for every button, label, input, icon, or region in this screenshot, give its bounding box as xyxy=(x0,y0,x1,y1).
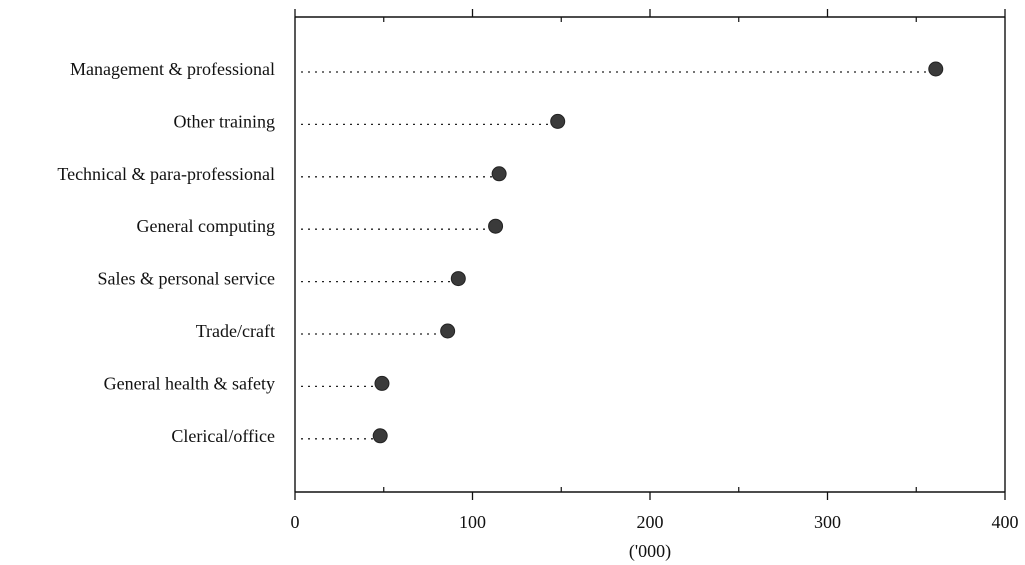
data-point xyxy=(488,218,504,234)
category-label: General health & safety xyxy=(104,373,275,393)
category-label: Clerical/office xyxy=(171,426,275,446)
data-point xyxy=(372,428,388,444)
x-axis-title: ('000) xyxy=(629,541,671,562)
x-tick-label: 400 xyxy=(992,512,1019,532)
data-point xyxy=(450,271,466,287)
axis-ticks xyxy=(294,9,1006,500)
category-label: Trade/craft xyxy=(196,321,275,341)
plot-frame xyxy=(294,16,1006,493)
category-label: Technical & para-professional xyxy=(57,164,275,184)
x-tick-label: 300 xyxy=(814,512,841,532)
x-tick-label: 0 xyxy=(291,512,300,532)
data-point xyxy=(491,166,507,182)
data-point xyxy=(440,323,456,339)
category-label: Management & professional xyxy=(70,59,275,79)
category-label: Other training xyxy=(174,111,275,131)
x-tick-labels: 0 100 200 300 400 xyxy=(291,512,1019,532)
data-points xyxy=(372,61,944,444)
data-point xyxy=(374,375,390,391)
category-label: General computing xyxy=(137,216,275,236)
x-tick-label: 200 xyxy=(637,512,664,532)
category-labels: Management & professional Other training T… xyxy=(57,59,275,446)
data-point xyxy=(550,113,566,129)
data-point xyxy=(928,61,944,77)
x-tick-label: 100 xyxy=(459,512,486,532)
category-label: Sales & personal service xyxy=(98,269,275,289)
leader-lines xyxy=(301,71,930,440)
